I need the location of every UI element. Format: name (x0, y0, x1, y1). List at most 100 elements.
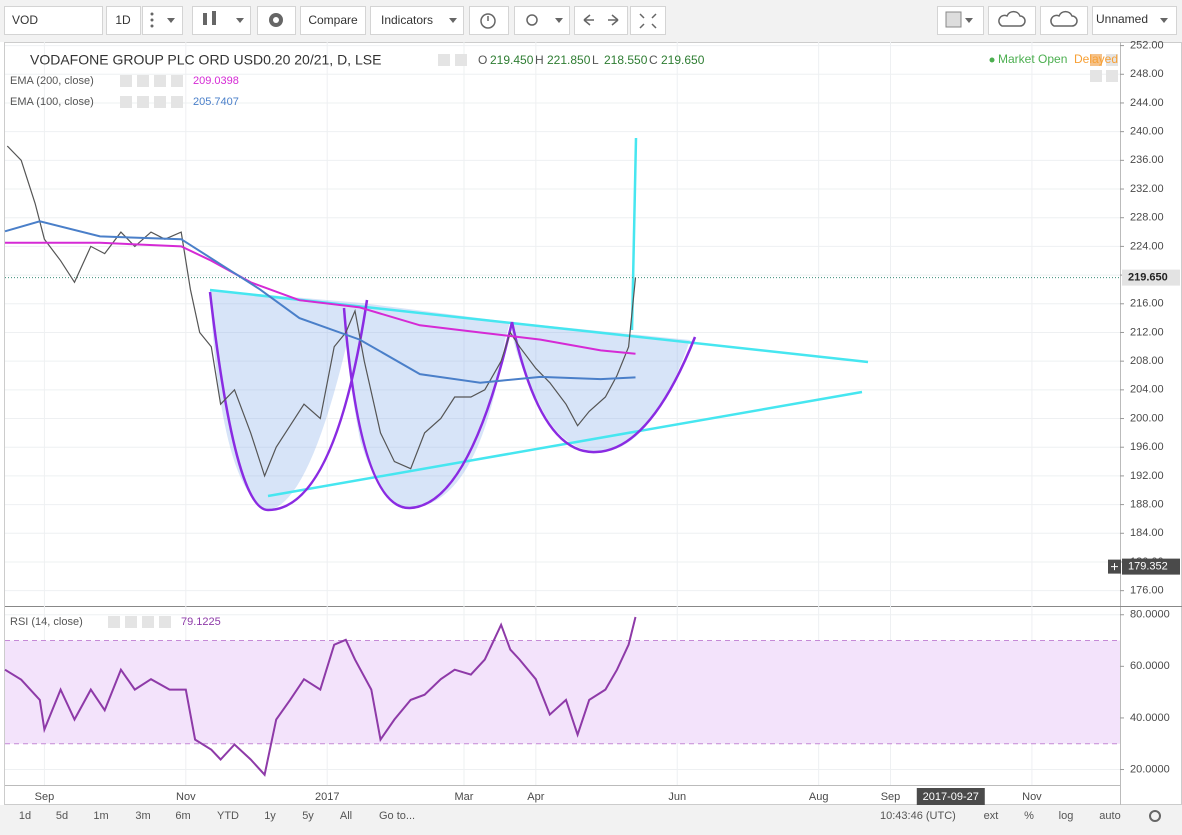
legend-icons (108, 54, 1118, 628)
range-button[interactable]: 5y (302, 810, 314, 822)
x-tick-label: Aug (809, 791, 829, 803)
y-tick-label: 208.00 (1130, 355, 1164, 367)
crosshair-y-box (1122, 558, 1180, 575)
compare-label: Compare (308, 13, 358, 27)
crosshair-y-label: 179.352 (1128, 561, 1168, 573)
load-button[interactable] (988, 6, 1036, 35)
ohlc-key: L (592, 53, 599, 67)
target-line (630, 137, 638, 331)
x-tick-label: Nov (176, 791, 196, 803)
bottom-items: 1d 5d 1m 3m 6m YTD 1y 5y All Go to... ext% log auto (19, 810, 1121, 822)
axis-option[interactable]: % (1024, 810, 1034, 822)
y-tick-label: 20.0000 (1130, 763, 1170, 775)
ema100-value: 205.7407 (193, 96, 239, 108)
range-button[interactable]: 1d (19, 810, 31, 822)
range-button[interactable]: 3m (135, 810, 150, 822)
series-line (4, 220, 636, 384)
ema200-value: 209.0398 (193, 75, 239, 87)
y-tick-label: 188.00 (1130, 498, 1164, 510)
symbol: VOD (12, 13, 38, 27)
x-tick-label: 2017 (315, 791, 339, 803)
series-line (4, 616, 637, 777)
cup-1 (208, 291, 369, 512)
y-tick-label: 240.00 (1130, 126, 1164, 138)
ema200-legend: EMA (200, close) (10, 75, 94, 87)
y-tick-label: 224.00 (1130, 240, 1164, 252)
axis-option[interactable]: ext (984, 810, 999, 822)
y-tick-label: 196.00 (1130, 441, 1164, 453)
last-price-box (1122, 269, 1180, 286)
y-tick-label: 236.00 (1130, 154, 1164, 166)
toolbar-buttons (4, 6, 1177, 35)
save-button[interactable] (1040, 6, 1088, 35)
symbol-box[interactable] (4, 6, 103, 35)
y-tick-label: 232.00 (1130, 183, 1164, 195)
x-tick-label: Apr (527, 791, 544, 803)
range-button[interactable]: 5d (56, 810, 68, 822)
crosshair-x-label: 2017-09-27 (923, 791, 979, 803)
interval-button[interactable] (106, 6, 141, 35)
range-button[interactable]: YTD (217, 810, 239, 822)
templates-button[interactable] (514, 6, 570, 35)
alert-button[interactable] (469, 6, 509, 35)
ohlc-value: 221.850 (547, 53, 591, 67)
cup-2 (342, 307, 514, 510)
rsi-legend: RSI (14, close) (10, 616, 83, 628)
rsi-value: 79.1225 (181, 616, 221, 628)
plot: O 219.450 H 221.850 L 218.550 C 219.650219.6501… (4, 53, 1180, 805)
chart-title: VODAFONE GROUP PLC ORD USD0.20 20/21, D,… (30, 52, 381, 68)
axis-option[interactable]: auto (1099, 810, 1120, 822)
ema100-legend: EMA (100, close) (10, 96, 94, 108)
ohlc-key: O (478, 53, 487, 67)
icons-outline (480, 10, 1078, 29)
y-tick-label: 212.00 (1130, 326, 1164, 338)
y-tick-label: 176.00 (1130, 585, 1164, 597)
x-tick-label: Nov (1022, 791, 1042, 803)
fullscreen-button[interactable] (630, 6, 666, 35)
cup-3 (510, 321, 697, 454)
axis-option[interactable]: log (1059, 810, 1074, 822)
settings-icon[interactable] (1149, 810, 1161, 822)
bottom-bar (0, 805, 1182, 835)
feed-status: Delayed (1074, 52, 1118, 66)
x-tick-label: Mar (455, 791, 474, 803)
series-line (6, 145, 637, 478)
x-tick-label: Sep (881, 791, 901, 803)
icons (150, 11, 1168, 28)
undo-redo[interactable] (574, 6, 628, 35)
ohlc-key: C (649, 53, 658, 67)
ohlc-value: 219.450 (490, 53, 534, 67)
add-icon (1111, 563, 1118, 571)
indicators-label: Indicators (381, 13, 433, 27)
pattern-fill (210, 290, 690, 510)
range-button[interactable]: 1m (93, 810, 108, 822)
layout-name: Unnamed (1096, 12, 1148, 26)
y-tick-label: 228.00 (1130, 212, 1164, 224)
crosshair-x-box (916, 788, 985, 805)
clock: 10:43:46 (UTC) (880, 810, 956, 822)
y-tick-label: 40.0000 (1130, 712, 1170, 724)
indicators-button[interactable] (370, 6, 464, 35)
interval-menu[interactable] (142, 6, 183, 35)
last-price-label: 219.650 (1128, 272, 1168, 284)
interval: 1D (115, 13, 131, 27)
range-button[interactable]: 1y (264, 810, 276, 822)
y-tick-label: 244.00 (1130, 97, 1164, 109)
compare-button[interactable] (300, 6, 366, 35)
rsi-band (5, 640, 1120, 744)
x-tick-label: Jun (668, 791, 686, 803)
y-tick-label: 252.00 (1130, 39, 1164, 51)
goto-button[interactable]: Go to... (379, 810, 415, 822)
y-tick-label: 60.0000 (1130, 660, 1170, 672)
drawings (208, 137, 869, 512)
range-button[interactable]: All (340, 810, 352, 822)
y-tick-label: 192.00 (1130, 470, 1164, 482)
market-status: Market Open (998, 52, 1067, 66)
x-tick-label: Sep (35, 791, 55, 803)
range-button[interactable]: 6m (175, 810, 190, 822)
y-tick-label: 204.00 (1130, 384, 1164, 396)
ohlc-value: 218.550 (604, 53, 648, 67)
y-tick-label: 80.0000 (1130, 609, 1170, 621)
